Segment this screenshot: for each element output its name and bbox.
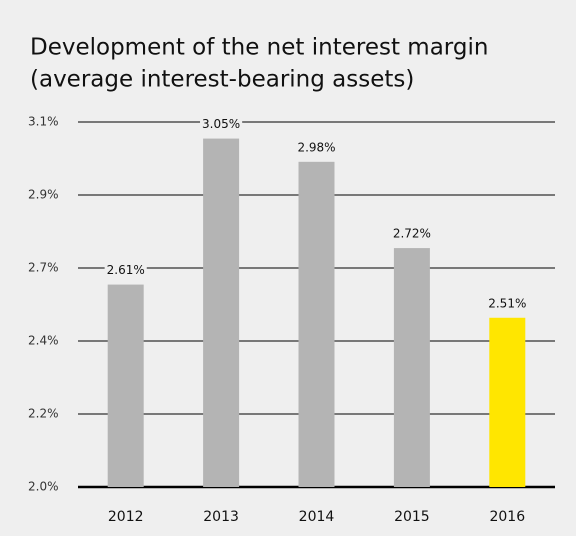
value-label-background [390,226,433,241]
value-label-background [200,117,243,132]
bar [393,248,430,487]
value-label: 2.51% [488,296,526,310]
bar [203,138,240,487]
x-tick-label: 2013 [203,509,239,525]
value-label-background [295,140,338,155]
value-label-background [104,263,147,278]
chart-title: Development of the net interest margin [30,35,488,61]
bar [107,284,144,487]
y-tick-label: 3.1% [28,115,59,129]
y-tick-label: 2.4% [28,334,59,348]
x-tick-label: 2012 [108,509,144,525]
value-label: 2.72% [393,227,431,241]
x-tick-label: 2014 [299,509,335,525]
value-label-background [486,296,529,311]
value-label: 2.98% [297,140,335,154]
bar [489,317,526,487]
y-tick-label: 2.7% [28,261,59,275]
value-label: 2.61% [107,263,145,277]
y-tick-label: 2.0% [28,480,59,494]
value-label: 3.05% [202,117,240,131]
bar [298,161,335,487]
chart-title: (average interest-bearing assets) [30,67,414,93]
x-tick-label: 2015 [394,509,430,525]
y-tick-label: 2.2% [28,407,59,421]
x-tick-label: 2016 [489,509,525,525]
y-tick-label: 2.9% [28,188,59,202]
